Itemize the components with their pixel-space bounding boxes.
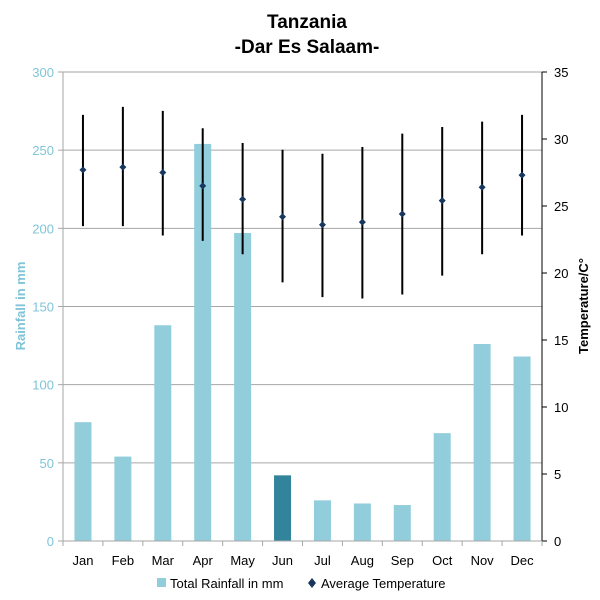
x-tick-label: Jan (72, 553, 93, 568)
rainfall-bar (513, 356, 531, 541)
x-tick-label: Nov (471, 553, 495, 568)
chart-title: Tanzania (267, 12, 347, 33)
temperature-marker (239, 195, 247, 203)
left-tick-label: 50 (40, 456, 54, 471)
right-tick-label: 0 (554, 534, 561, 549)
legend-label-temperature: Average Temperature (321, 576, 446, 591)
left-tick-label: 300 (32, 65, 54, 80)
x-tick-label: Feb (112, 553, 134, 568)
temperature-marker (358, 218, 366, 226)
rainfall-bar (234, 233, 252, 542)
rainfall-bar (353, 503, 371, 541)
rainfall-bar (154, 325, 172, 541)
temperature-marker (199, 182, 207, 190)
x-tick-label: Jun (272, 553, 293, 568)
temperature-marker (279, 213, 287, 221)
legend-marker-temperature (308, 578, 316, 588)
left-tick-label: 250 (32, 143, 54, 158)
right-tick-label: 15 (554, 333, 568, 348)
temperature-marker (318, 221, 326, 229)
x-tick-label: Oct (432, 553, 453, 568)
left-axis-title: Rainfall in mm (13, 262, 28, 351)
right-tick-label: 35 (554, 65, 568, 80)
right-tick-label: 25 (554, 199, 568, 214)
rainfall-bar (313, 500, 331, 541)
x-tick-label: Dec (510, 553, 534, 568)
rainfall-bar (393, 505, 411, 541)
right-tick-label: 20 (554, 266, 568, 281)
x-tick-label: Jul (314, 553, 331, 568)
x-tick-label: Apr (193, 553, 214, 568)
rainfall-bars (74, 143, 531, 542)
temperature-marker (159, 169, 167, 176)
right-tick-label: 10 (554, 400, 568, 415)
grid-lines (63, 71, 542, 464)
rainfall-bar (194, 143, 212, 541)
right-axis-title: Temperature/C° (576, 258, 591, 354)
x-tick-label: Mar (152, 553, 175, 568)
temperature-series (79, 106, 526, 299)
x-tick-label: Sep (391, 553, 414, 568)
legend: Total Rainfall in mm Average Temperature (157, 576, 446, 591)
temperature-marker (119, 163, 127, 171)
legend-swatch-rainfall (157, 578, 166, 587)
right-tick-label: 30 (554, 132, 568, 147)
temperature-marker (398, 210, 406, 218)
rainfall-bar (433, 433, 451, 541)
axes: 0 50 100 150 200 250 300 0 5 10 15 20 25 30 35 Jan Feb Ma… (32, 65, 568, 568)
rainfall-bar (473, 344, 491, 541)
temperature-marker (438, 197, 446, 205)
x-tick-label: Aug (351, 553, 374, 568)
left-tick-label: 200 (32, 221, 54, 236)
legend-label-rainfall: Total Rainfall in mm (170, 576, 283, 591)
rainfall-bar (114, 456, 132, 541)
left-tick-label: 100 (32, 378, 54, 393)
rainfall-bar (274, 475, 292, 541)
rainfall-bar (74, 422, 92, 541)
temperature-marker (478, 183, 486, 191)
chart-subtitle: -Dar Es Salaam- (235, 37, 380, 58)
left-tick-label: 0 (47, 534, 54, 549)
left-tick-label: 150 (32, 300, 54, 315)
x-tick-label: May (230, 553, 255, 568)
temperature-marker (79, 166, 87, 174)
temperature-marker (518, 171, 526, 179)
right-tick-label: 5 (554, 467, 561, 482)
